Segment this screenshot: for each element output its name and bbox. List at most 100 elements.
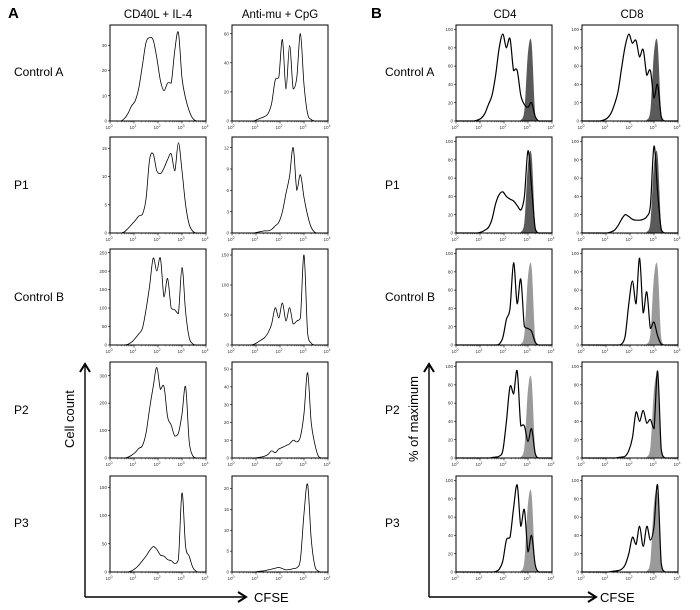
x-tick-exponent: 3 bbox=[529, 236, 531, 240]
plot-frame bbox=[109, 24, 207, 122]
y-tick-label: 100 bbox=[99, 428, 107, 433]
y-tick-label: 200 bbox=[99, 269, 107, 274]
y-tick-label: 0 bbox=[104, 570, 107, 575]
x-tick-label: 100 bbox=[105, 461, 112, 467]
reference-histogram-fill bbox=[582, 262, 678, 345]
x-tick-exponent: 1 bbox=[257, 575, 259, 579]
y-tick-label: 20 bbox=[574, 437, 580, 442]
row-label-a-control-a: Control A bbox=[14, 65, 64, 79]
column-header-anti-mu-cpg: Anti-mu + CpG bbox=[241, 9, 319, 21]
y-tick-label: 10 bbox=[102, 174, 108, 179]
x-tick-label: 103 bbox=[649, 236, 656, 242]
x-tick-label: 102 bbox=[153, 575, 160, 581]
y-tick-label: 50 bbox=[102, 541, 108, 546]
x-tick-exponent: 2 bbox=[281, 348, 283, 352]
row-label-a-p1: P1 bbox=[14, 178, 29, 192]
y-tick-label: 0 bbox=[576, 570, 579, 575]
plot-frame bbox=[109, 136, 207, 234]
histogram-line bbox=[232, 147, 328, 234]
x-tick-label: 103 bbox=[649, 575, 656, 581]
x-tick-exponent: 3 bbox=[655, 575, 657, 579]
x-tick-exponent: 1 bbox=[607, 461, 609, 465]
y-tick-label: 100 bbox=[571, 364, 579, 369]
x-tick-label: 104 bbox=[547, 575, 554, 581]
y-tick-label: 100 bbox=[571, 139, 579, 144]
y-tick-label: 10 bbox=[224, 438, 230, 443]
x-tick-label: 104 bbox=[201, 236, 208, 242]
y-tick-label: 100 bbox=[445, 27, 453, 32]
x-tick-exponent: 4 bbox=[329, 348, 331, 352]
y-tick-label: 0 bbox=[104, 343, 107, 348]
y-tick-label: 300 bbox=[99, 373, 107, 378]
x-tick-label: 104 bbox=[673, 575, 680, 581]
x-tick-exponent: 0 bbox=[583, 575, 585, 579]
histogram-line bbox=[581, 257, 678, 346]
y-tick-label: 100 bbox=[571, 27, 579, 32]
x-tick-exponent: 3 bbox=[529, 461, 531, 465]
x-tick-exponent: 2 bbox=[505, 461, 507, 465]
reference-histogram-fill bbox=[456, 38, 552, 121]
x-tick-exponent: 2 bbox=[159, 348, 161, 352]
y-tick-label: 30 bbox=[224, 402, 230, 407]
x-axis-label-cfse-b: CFSE bbox=[600, 590, 635, 605]
x-tick-label: 100 bbox=[227, 124, 234, 130]
y-tick-label: 5 bbox=[226, 549, 229, 554]
y-tick-label: 20 bbox=[224, 420, 230, 425]
x-tick-exponent: 1 bbox=[607, 575, 609, 579]
x-tick-exponent: 1 bbox=[481, 348, 483, 352]
y-tick-label: 20 bbox=[448, 437, 454, 442]
reference-histogram-fill bbox=[456, 262, 552, 345]
y-tick-label: 10 bbox=[102, 93, 108, 98]
x-tick-label: 103 bbox=[523, 124, 530, 130]
reference-histogram-fill bbox=[456, 150, 552, 233]
x-tick-exponent: 0 bbox=[457, 124, 459, 128]
plot-frame bbox=[581, 361, 679, 459]
x-tick-label: 100 bbox=[577, 575, 584, 581]
y-tick-label: 40 bbox=[574, 306, 580, 311]
x-tick-exponent: 2 bbox=[281, 124, 283, 128]
x-tick-label: 100 bbox=[451, 236, 458, 242]
y-tick-label: 0 bbox=[450, 343, 453, 348]
x-tick-exponent: 4 bbox=[679, 575, 681, 579]
x-tick-label: 101 bbox=[475, 348, 482, 354]
y-tick-label: 10 bbox=[224, 528, 230, 533]
x-tick-exponent: 4 bbox=[207, 348, 209, 352]
y-tick-label: 60 bbox=[448, 64, 454, 69]
x-tick-label: 101 bbox=[475, 236, 482, 242]
x-tick-exponent: 3 bbox=[655, 236, 657, 240]
y-tick-label: 60 bbox=[574, 515, 580, 520]
reference-histogram-fill bbox=[582, 38, 678, 121]
histogram-line bbox=[455, 262, 552, 346]
x-tick-label: 101 bbox=[601, 236, 608, 242]
x-tick-label: 101 bbox=[129, 575, 136, 581]
x-tick-label: 102 bbox=[625, 348, 632, 354]
x-tick-label: 101 bbox=[251, 124, 258, 130]
y-tick-label: 0 bbox=[104, 456, 107, 461]
histogram-line bbox=[581, 484, 678, 573]
y-tick-label: 40 bbox=[574, 82, 580, 87]
x-tick-label: 104 bbox=[201, 461, 208, 467]
x-tick-exponent: 2 bbox=[631, 236, 633, 240]
x-tick-exponent: 4 bbox=[207, 461, 209, 465]
x-tick-label: 101 bbox=[251, 575, 258, 581]
plot-frame bbox=[109, 248, 207, 346]
y-tick-label: 100 bbox=[571, 478, 579, 483]
histogram-line bbox=[109, 31, 206, 122]
row-label-b-p2: P2 bbox=[385, 403, 400, 417]
y-tick-label: 200 bbox=[99, 401, 107, 406]
histogram-line bbox=[110, 142, 206, 234]
x-tick-label: 100 bbox=[227, 348, 234, 354]
reference-histogram-fill bbox=[456, 375, 552, 458]
x-tick-label: 102 bbox=[625, 124, 632, 130]
x-tick-label: 101 bbox=[251, 236, 258, 242]
x-tick-label: 103 bbox=[523, 461, 530, 467]
y-tick-label: 0 bbox=[104, 231, 107, 236]
x-tick-exponent: 0 bbox=[233, 348, 235, 352]
